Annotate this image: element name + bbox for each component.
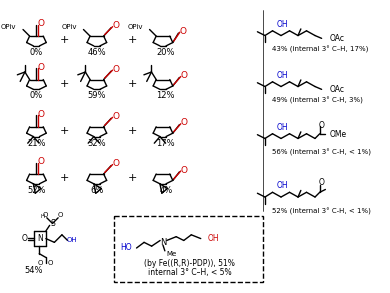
Text: O: O	[180, 27, 187, 36]
Text: H: H	[41, 214, 45, 219]
Text: Me: Me	[167, 251, 177, 257]
Text: O: O	[181, 166, 188, 175]
Text: OH: OH	[207, 234, 219, 243]
Text: +: +	[128, 35, 137, 45]
Text: +: +	[128, 173, 137, 183]
Text: 20%: 20%	[156, 48, 175, 57]
Text: 17%: 17%	[156, 139, 175, 148]
Text: O: O	[38, 19, 44, 28]
Text: OH: OH	[276, 20, 288, 29]
Text: 12%: 12%	[156, 91, 175, 100]
Text: 43% (internal 3° C–H, 17%): 43% (internal 3° C–H, 17%)	[271, 46, 368, 53]
Text: 52%: 52%	[27, 186, 46, 195]
Text: OMe: OMe	[329, 130, 346, 139]
Text: 21%: 21%	[27, 139, 46, 148]
Text: OAc: OAc	[329, 34, 344, 43]
Text: 56% (internal 3° C-H, < 1%): 56% (internal 3° C-H, < 1%)	[271, 149, 370, 156]
Text: O: O	[181, 118, 188, 127]
Text: 32%: 32%	[87, 139, 106, 148]
Text: internal 3° C–H, < 5%: internal 3° C–H, < 5%	[147, 268, 231, 277]
Text: +: +	[60, 126, 69, 136]
Text: +: +	[128, 126, 137, 136]
Text: 59%: 59%	[88, 91, 106, 100]
Text: 46%: 46%	[87, 48, 106, 57]
Text: O: O	[112, 112, 119, 121]
Text: O: O	[112, 159, 119, 168]
Text: OH: OH	[276, 123, 288, 132]
Text: 0%: 0%	[30, 48, 43, 57]
Text: O: O	[42, 212, 48, 218]
Text: O: O	[112, 65, 119, 74]
Text: O: O	[112, 21, 119, 30]
Text: OPiv: OPiv	[128, 24, 143, 30]
Text: N: N	[160, 238, 166, 247]
Text: OAc: OAc	[329, 85, 344, 94]
Text: (by Fe((R,R)-PDP)), 51%: (by Fe((R,R)-PDP)), 51%	[144, 259, 235, 268]
Text: S: S	[50, 219, 55, 228]
Text: HO: HO	[120, 243, 132, 252]
Text: 52% (internal 3° C-H, < 1%): 52% (internal 3° C-H, < 1%)	[271, 207, 370, 215]
Text: OPiv: OPiv	[61, 24, 77, 30]
Text: O: O	[38, 63, 44, 72]
Text: N: N	[37, 234, 43, 243]
Text: O: O	[57, 212, 63, 218]
Text: +: +	[60, 79, 69, 89]
Text: 49% (internal 3° C-H, 3%): 49% (internal 3° C-H, 3%)	[271, 97, 362, 104]
Text: +: +	[128, 79, 137, 89]
Text: OPiv: OPiv	[1, 24, 16, 30]
Text: 6%: 6%	[90, 186, 104, 195]
Text: O: O	[181, 71, 188, 80]
Text: O: O	[21, 234, 27, 243]
Text: +: +	[60, 35, 69, 45]
Text: O: O	[319, 178, 324, 187]
Text: OH: OH	[276, 71, 288, 80]
Text: O: O	[37, 260, 43, 266]
Text: +: +	[60, 173, 69, 183]
Text: O: O	[38, 157, 44, 166]
Text: 54%: 54%	[24, 266, 43, 275]
Text: 0%: 0%	[30, 91, 43, 100]
Text: OH: OH	[67, 236, 78, 243]
Text: O: O	[38, 110, 44, 119]
Text: O: O	[48, 260, 53, 266]
Text: 4%: 4%	[159, 186, 172, 195]
Text: OH: OH	[276, 181, 288, 190]
Text: O: O	[319, 121, 324, 130]
